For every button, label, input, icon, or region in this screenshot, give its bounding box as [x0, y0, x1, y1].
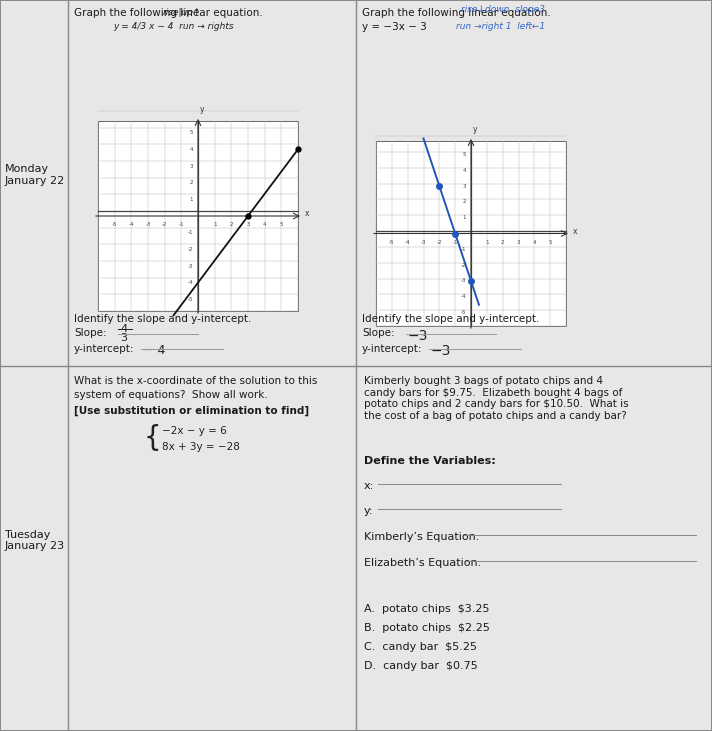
Text: Slope:: Slope: [362, 328, 394, 338]
Text: -3: -3 [421, 240, 426, 244]
Text: run →right 1  left←1: run →right 1 left←1 [456, 22, 545, 31]
Text: Elizabeth’s Equation:: Elizabeth’s Equation: [364, 558, 481, 568]
Text: 5: 5 [548, 240, 552, 244]
Text: -1: -1 [187, 230, 193, 235]
Text: -3: -3 [187, 263, 193, 268]
Text: -2: -2 [436, 240, 442, 244]
Text: -5: -5 [112, 222, 117, 227]
Text: -5: -5 [389, 240, 394, 244]
Bar [376, 141, 566, 326]
Text: Slope:: Slope: [74, 328, 107, 338]
Text: -1: -1 [179, 222, 184, 227]
Text: Tuesday
January 23: Tuesday January 23 [5, 530, 65, 551]
Text: Graph the following linear equation.: Graph the following linear equation. [74, 8, 263, 18]
Text: 5: 5 [463, 152, 466, 157]
Text: Kimberly’s Equation:: Kimberly’s Equation: [364, 532, 479, 542]
Text: 5: 5 [280, 222, 283, 227]
Text: Kimberly bought 3 bags of potato chips and 4
candy bars for $9.75.  Elizabeth bo: Kimberly bought 3 bags of potato chips a… [364, 376, 629, 421]
Text: -1: -1 [452, 240, 458, 244]
Text: {: { [144, 424, 162, 452]
Text: D.  candy bar  $0.75: D. candy bar $0.75 [364, 661, 478, 671]
Text: 2: 2 [463, 200, 466, 205]
Text: -3: -3 [461, 279, 466, 284]
Text: 4: 4 [263, 222, 266, 227]
Text: −2x − y = 6: −2x − y = 6 [162, 426, 226, 436]
Text: What is the x-coordinate of the solution to this: What is the x-coordinate of the solution… [74, 376, 318, 386]
Text: 4: 4 [189, 147, 193, 152]
Text: 4: 4 [533, 240, 536, 244]
Text: y: y [473, 125, 478, 134]
Text: 2: 2 [229, 222, 233, 227]
Bar [98, 121, 298, 311]
Text: -3: -3 [145, 222, 151, 227]
Text: rise↓down  slope3: rise↓down slope3 [461, 5, 545, 14]
Text: 2: 2 [501, 240, 504, 244]
Text: -1: -1 [461, 247, 466, 252]
Text: 3: 3 [517, 240, 520, 244]
Text: [Use substitution or elimination to find]: [Use substitution or elimination to find… [74, 406, 309, 416]
Text: Identify the slope and y-intercept.: Identify the slope and y-intercept. [362, 314, 540, 324]
Text: Graph the following linear equation.: Graph the following linear equation. [362, 8, 551, 18]
Text: B.  potato chips  $2.25: B. potato chips $2.25 [364, 623, 490, 633]
Text: Define the Variables:: Define the Variables: [364, 456, 496, 466]
Text: -4: -4 [129, 222, 134, 227]
Text: 2: 2 [189, 180, 193, 185]
Text: -4: -4 [187, 280, 193, 285]
Text: 3: 3 [120, 333, 127, 343]
Text: y-intercept:: y-intercept: [74, 344, 135, 354]
Text: 1: 1 [463, 215, 466, 220]
Text: 3: 3 [189, 164, 193, 169]
Text: A.  potato chips  $3.25: A. potato chips $3.25 [364, 604, 490, 614]
Text: -5: -5 [187, 297, 193, 302]
Text: 1: 1 [485, 240, 488, 244]
Text: y-intercept:: y-intercept: [362, 344, 422, 354]
Text: C.  candy bar  $5.25: C. candy bar $5.25 [364, 642, 477, 652]
Text: y:: y: [364, 506, 374, 516]
Text: − 4: − 4 [143, 344, 165, 357]
Text: 3: 3 [246, 222, 250, 227]
Text: 1: 1 [189, 197, 193, 202]
Text: system of equations?  Show all work.: system of equations? Show all work. [74, 390, 268, 400]
Text: rise|up↑: rise|up↑ [163, 8, 201, 17]
Text: Monday
January 22: Monday January 22 [5, 164, 66, 186]
Text: −3: −3 [408, 329, 429, 343]
Text: -2: -2 [461, 262, 466, 268]
Text: x: x [305, 210, 310, 219]
Text: -4: -4 [461, 295, 466, 299]
Text: 8x + 3y = −28: 8x + 3y = −28 [162, 442, 240, 452]
Text: 3: 3 [463, 183, 466, 189]
Text: -5: -5 [461, 310, 466, 315]
Text: y = −3x − 3: y = −3x − 3 [362, 22, 426, 32]
Text: -2: -2 [187, 247, 193, 252]
Text: y: y [200, 105, 204, 114]
Text: -4: -4 [405, 240, 410, 244]
Text: x:: x: [364, 481, 375, 491]
Text: x: x [573, 227, 577, 236]
Text: -2: -2 [162, 222, 167, 227]
Text: Identify the slope and y-intercept.: Identify the slope and y-intercept. [74, 314, 251, 324]
Text: 1: 1 [213, 222, 216, 227]
Text: 5: 5 [189, 130, 193, 135]
Text: 4: 4 [463, 167, 466, 173]
Text: y = 4/3 x − 4  run → rights: y = 4/3 x − 4 run → rights [113, 22, 234, 31]
Text: 4: 4 [120, 324, 127, 334]
Text: −3: −3 [431, 344, 451, 358]
